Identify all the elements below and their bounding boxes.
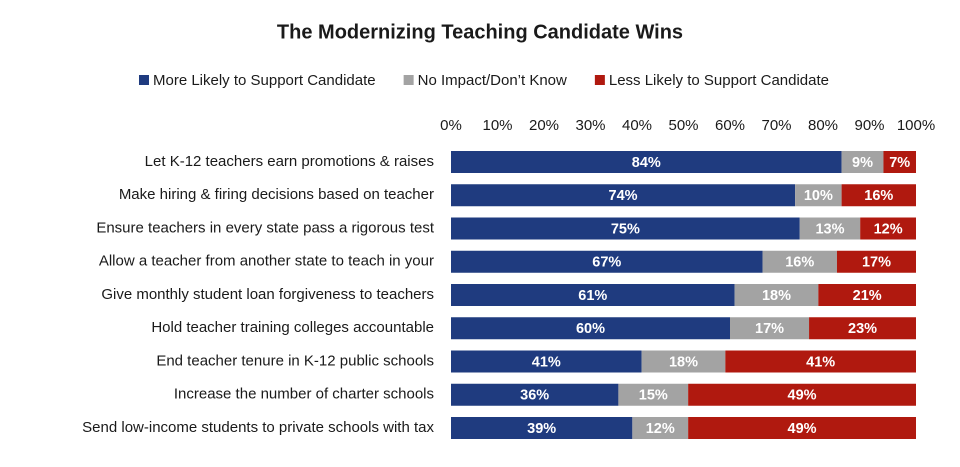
x-tick-label: 40% (622, 117, 652, 134)
data-label: 12% (646, 421, 675, 437)
bar-segment (641, 350, 726, 373)
bar-segment (818, 284, 916, 306)
data-label: 13% (815, 221, 844, 237)
data-label: 10% (804, 188, 833, 204)
x-tick-label: 30% (575, 117, 605, 134)
x-tick-label: 60% (715, 117, 745, 134)
chart-title: The Modernizing Teaching Candidate Wins (277, 21, 683, 43)
y-tick-label: Let K-12 teachers earn promotions & rais… (145, 153, 434, 170)
bar-segment (725, 350, 916, 373)
legend-label: More Likely to Support Candidate (153, 72, 376, 89)
bar-segment (799, 217, 861, 240)
y-tick-label: Allow a teacher from another state to te… (99, 253, 434, 270)
x-tick-label: 70% (761, 117, 791, 134)
data-label: 15% (639, 388, 668, 404)
y-tick-label: Ensure teachers in every state pass a ri… (96, 219, 435, 236)
y-tick-label: Hold teacher training colleges accountab… (151, 319, 434, 336)
data-label: 49% (788, 421, 817, 437)
data-label: 67% (592, 255, 621, 271)
data-label: 36% (520, 388, 549, 404)
bar-segment (883, 151, 916, 173)
y-tick-label: Make hiring & firing decisions based on … (119, 186, 434, 203)
legend-swatch (403, 75, 414, 85)
data-label: 16% (864, 188, 893, 204)
bar-segment (730, 317, 810, 340)
bar-segment (451, 151, 842, 173)
bar-segment (809, 317, 916, 340)
data-label: 84% (632, 155, 661, 171)
bar-segment (451, 383, 619, 406)
legend-label: No Impact/Don’t Know (418, 72, 567, 89)
y-tick-label: Send low-income students to private scho… (82, 419, 434, 436)
data-label: 61% (578, 288, 607, 304)
data-label: 17% (862, 255, 891, 271)
y-tick-label: Give monthly student loan forgiveness to… (101, 286, 434, 303)
bar-segment (795, 184, 842, 207)
data-label: 23% (848, 321, 877, 337)
bar-segment (451, 284, 735, 306)
bar-segment (734, 284, 819, 306)
legend-label: Less Likely to Support Candidate (609, 72, 829, 89)
data-label: 12% (874, 221, 903, 237)
bar-segment (451, 417, 633, 439)
x-tick-label: 0% (440, 117, 462, 134)
legend-swatch (138, 75, 149, 85)
data-label: 21% (853, 288, 882, 304)
data-label: 7% (889, 155, 910, 171)
bar-segment (618, 383, 689, 406)
x-tick-label: 80% (808, 117, 838, 134)
data-label: 16% (785, 255, 814, 271)
bar-segment (836, 250, 916, 273)
x-tick-label: 10% (482, 117, 512, 134)
bar-segment (451, 317, 730, 340)
bar-segment (860, 217, 916, 240)
bar-segment (688, 383, 916, 406)
data-label: 49% (788, 388, 817, 404)
data-label: 41% (806, 354, 835, 370)
data-label: 74% (609, 188, 638, 204)
data-label: 17% (755, 321, 784, 337)
bar-segment (632, 417, 689, 439)
x-tick-label: 90% (854, 117, 884, 134)
x-tick-label: 20% (529, 117, 559, 134)
bar-segment (841, 184, 916, 207)
bar-segment (688, 417, 916, 439)
bar-segment (451, 184, 796, 207)
x-tick-label: 100% (897, 117, 935, 134)
bar-segment (762, 250, 837, 273)
bar-segment (451, 250, 763, 273)
legend-swatch (594, 75, 605, 85)
bar-segment (841, 151, 884, 173)
bar-segment (451, 217, 800, 240)
data-label: 39% (527, 421, 556, 437)
x-tick-label: 50% (668, 117, 698, 134)
y-tick-label: End teacher tenure in K-12 public school… (156, 352, 434, 369)
bar-segment (451, 350, 642, 373)
data-label: 18% (669, 354, 698, 370)
data-label: 75% (611, 221, 640, 237)
data-label: 9% (852, 155, 873, 171)
data-label: 41% (532, 354, 561, 370)
data-label: 18% (762, 288, 791, 304)
data-label: 60% (576, 321, 605, 337)
y-tick-label: Increase the number of charter schools (174, 386, 434, 403)
